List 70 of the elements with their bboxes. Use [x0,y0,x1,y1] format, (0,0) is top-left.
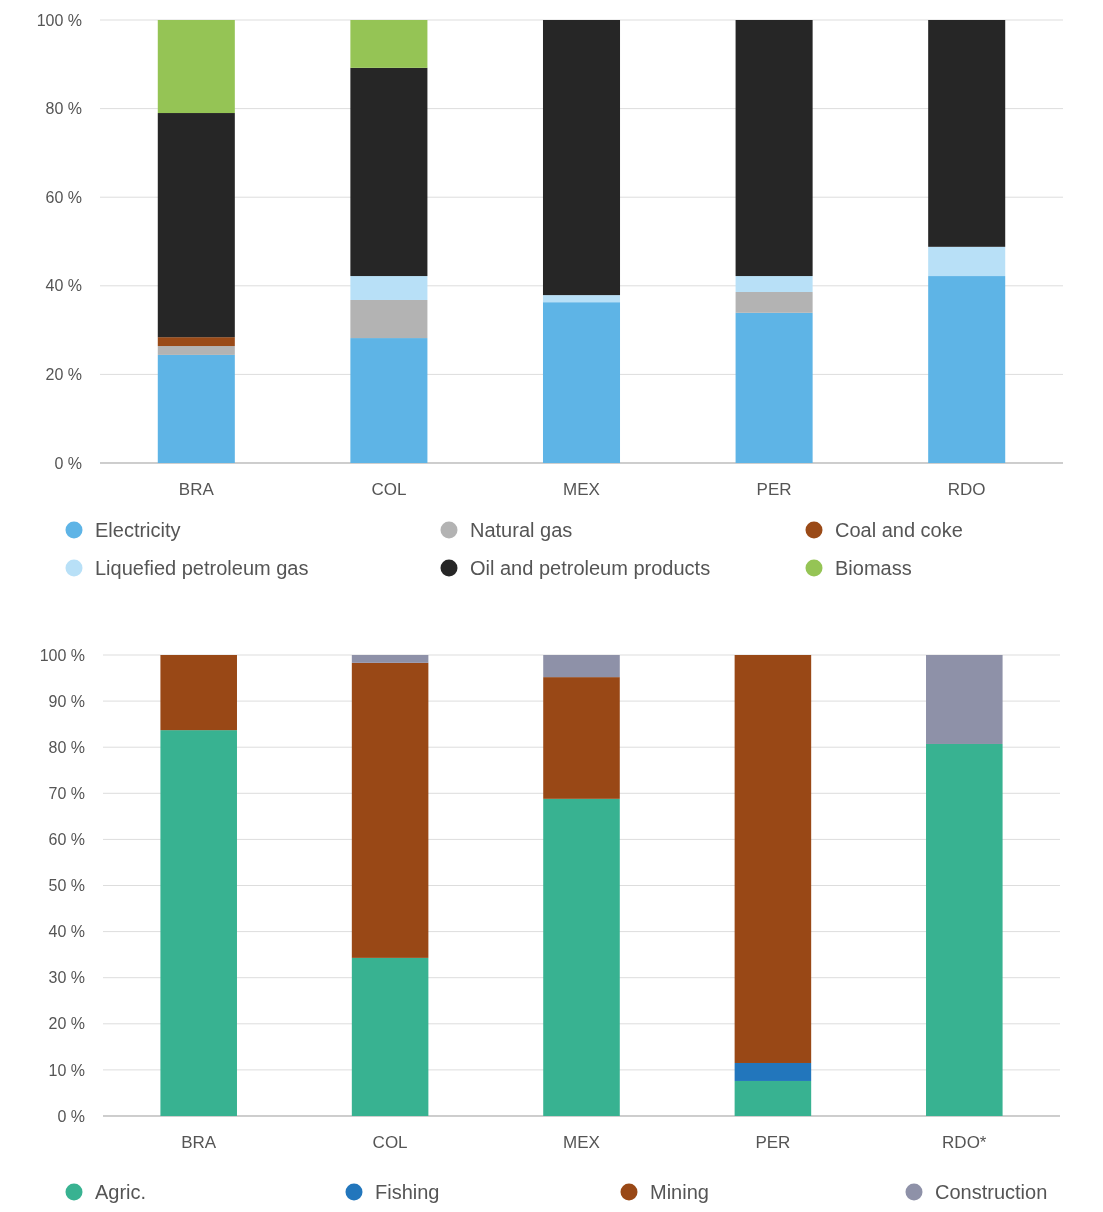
bar [351,655,429,663]
bar [160,730,237,1116]
bar [351,957,429,1116]
legend-label: Coal and coke [835,519,963,541]
y-tick-label: 80 % [45,100,82,118]
y-tick-label: 100 % [39,646,85,664]
bar [157,20,235,114]
x-tick-label: RDO [947,480,986,499]
bar [542,20,621,296]
bar [542,302,621,463]
bar [157,354,235,463]
y-tick-label: 30 % [48,969,85,987]
legend-label: Natural gas [470,519,573,541]
y-tick-label: 100 % [36,11,82,29]
legend-label: Electricity [95,519,181,541]
bar [928,276,1006,463]
bar [735,20,813,277]
x-tick-label: BRA [181,1133,217,1152]
x-tick-label: RDO* [942,1133,987,1152]
bar [542,295,621,303]
bar [157,337,235,347]
bar [543,655,620,678]
legend-label: Fishing [375,1181,440,1203]
bar [735,276,813,292]
bar [160,655,237,731]
y-tick-label: 0 % [54,454,82,472]
legend-label: Mining [650,1181,709,1203]
legend-label: Oil and petroleum products [470,557,711,579]
bar [157,346,235,355]
y-tick-label: 10 % [48,1061,85,1079]
bar [734,1062,812,1081]
x-tick-label: MEX [563,480,600,499]
bar [735,312,813,463]
bar [350,338,428,463]
x-tick-label: PER [756,480,792,499]
bar [543,798,620,1116]
bar [735,292,813,313]
y-tick-label: 40 % [48,923,85,941]
bar [543,677,620,799]
legend-label: Biomass [835,557,912,579]
y-tick-label: 90 % [48,692,85,710]
bar [350,20,428,68]
y-tick-label: 60 % [48,831,85,848]
bar [734,655,812,1063]
y-tick-label: 60 % [45,188,82,206]
legend-label: Construction [935,1181,1048,1203]
bar [157,113,235,338]
legend-label: Liquefied petroleum gas [95,557,309,579]
y-tick-label: 0 % [57,1107,85,1125]
bar [734,1080,812,1116]
bar [926,743,1003,1116]
y-tick-label: 40 % [45,277,82,295]
bar [926,655,1003,744]
y-tick-label: 80 % [48,738,85,756]
bar [350,276,428,300]
x-tick-label: BRA [178,480,215,499]
bar [928,246,1006,277]
x-tick-label: MEX [563,1133,600,1152]
y-tick-label: 70 % [48,784,85,802]
legend-label: Agric. [95,1181,147,1203]
bar [350,299,428,339]
x-tick-label: PER [755,1133,791,1152]
bar [928,20,1006,247]
bar [351,662,429,958]
y-tick-label: 50 % [48,877,85,895]
x-tick-label: COL [371,480,407,499]
x-tick-label: COL [372,1133,408,1152]
y-tick-label: 20 % [45,366,82,383]
y-tick-label: 20 % [48,1015,85,1033]
bar [350,67,428,277]
